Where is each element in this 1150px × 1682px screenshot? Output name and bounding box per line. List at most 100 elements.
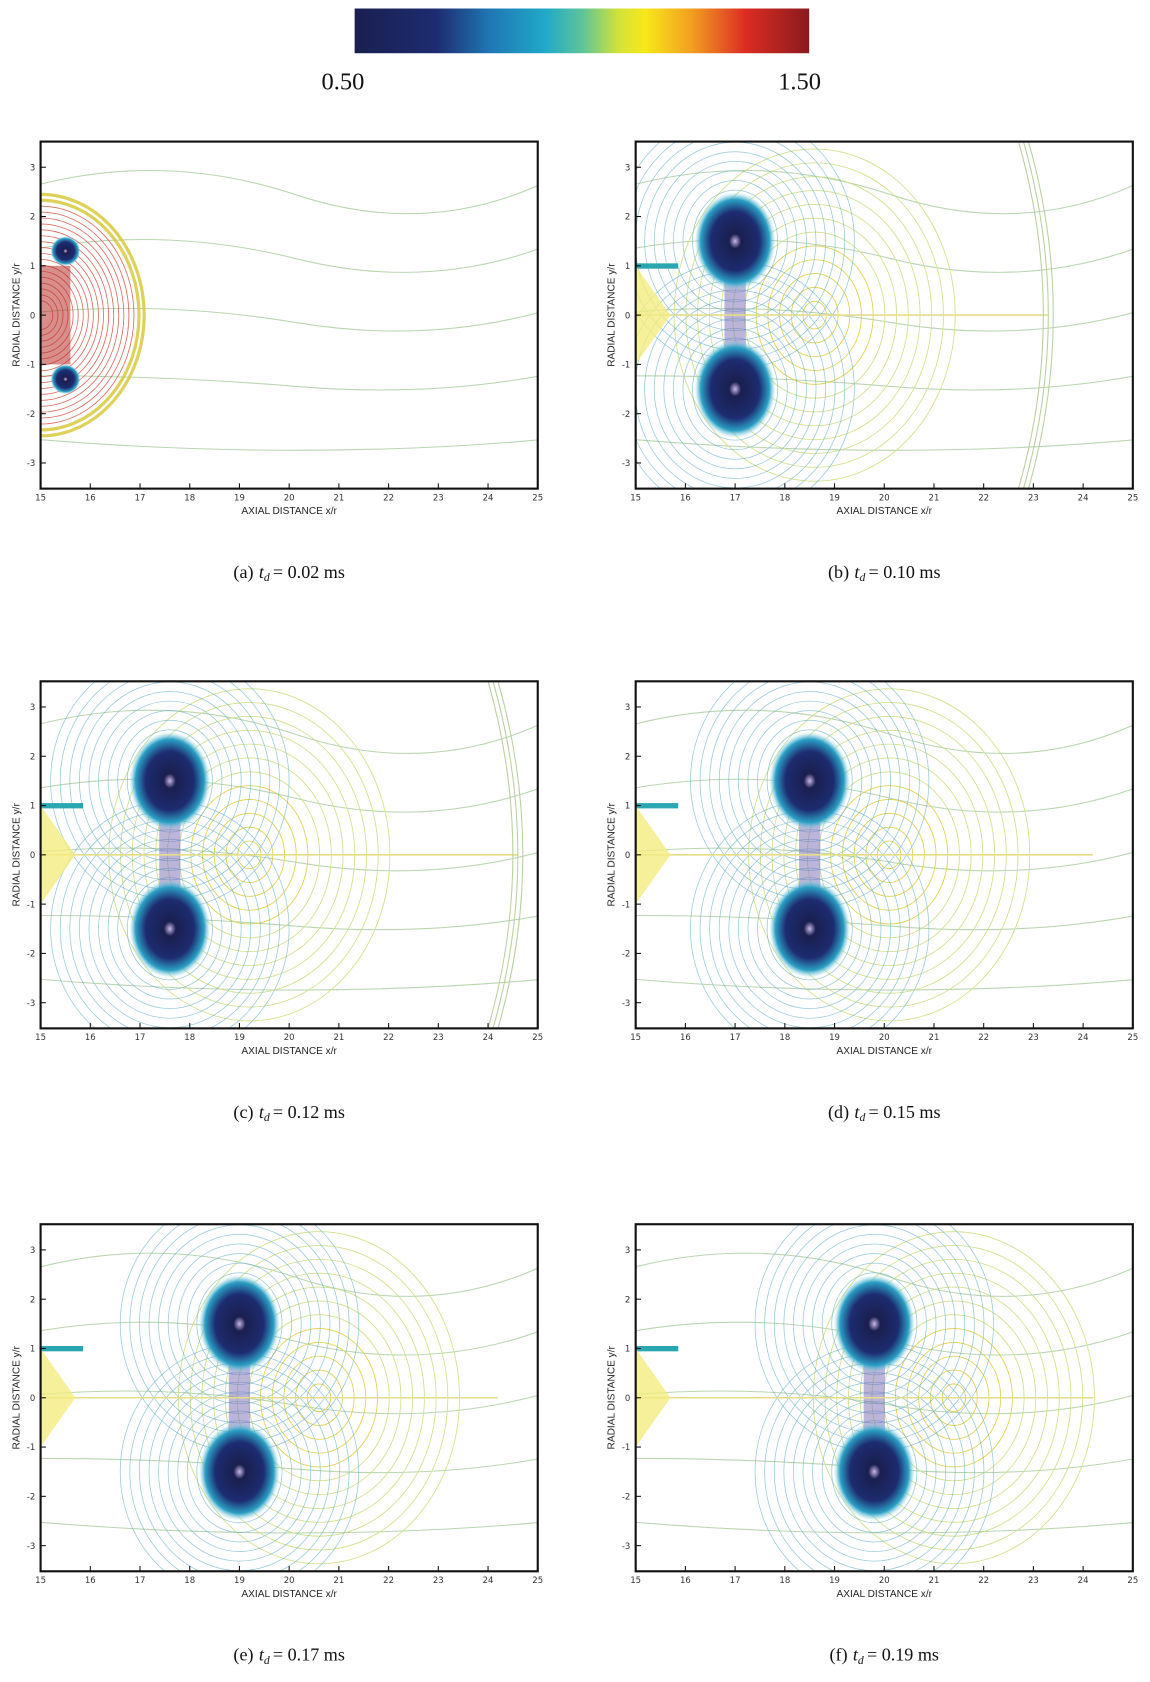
x-tick-label: 19 [234, 1576, 245, 1586]
x-tick-label: 17 [135, 493, 146, 503]
jet [635, 263, 679, 269]
x-tick-label: 19 [234, 1033, 245, 1043]
caption: (e) td = 0.17 ms [233, 1645, 344, 1667]
x-tick-label: 22 [978, 1033, 989, 1043]
contour [40, 439, 538, 451]
shock [497, 681, 524, 1029]
x-tick-label: 24 [483, 493, 494, 503]
caption-label: (f) [830, 1645, 848, 1666]
x-axis-label: AXIAL DISTANCE x/r [241, 1046, 337, 1057]
caption-sub: d [858, 1654, 864, 1667]
caption-sub: d [264, 571, 270, 584]
y-tick-label: -3 [622, 1542, 630, 1552]
contour [40, 223, 120, 407]
y-tick-label: -3 [27, 1542, 35, 1552]
y-axis-label: RADIAL DISTANCE y/r [606, 263, 617, 367]
x-tick-label: 23 [433, 1033, 444, 1043]
contour [635, 1390, 1133, 1415]
x-tick-label: 23 [1028, 493, 1039, 503]
y-tick-label: 2 [625, 1295, 630, 1305]
contour [635, 709, 1133, 754]
caption-sub: d [859, 571, 865, 584]
caption-value: = 0.02 ms [273, 562, 345, 582]
y-tick-label: -3 [27, 999, 35, 1009]
vortex [198, 1274, 280, 1373]
jet-cone [635, 1348, 671, 1448]
x-tick-label: 18 [779, 1576, 790, 1586]
y-tick-label: 2 [625, 752, 630, 762]
jet-cone [40, 805, 76, 905]
vortex [129, 879, 211, 978]
y-tick-label: 3 [30, 1246, 35, 1256]
plot-area [40, 141, 538, 489]
shock [487, 681, 514, 1029]
caption-sub: d [859, 1111, 865, 1124]
x-tick-label: 15 [35, 493, 46, 503]
caption-label: (d) [828, 1102, 849, 1123]
x-tick-label: 20 [879, 493, 890, 503]
contour [40, 169, 538, 215]
y-tick-label: 1 [30, 262, 35, 272]
plot-area [40, 681, 538, 1029]
caption-value: = 0.10 ms [869, 562, 941, 582]
x-axis-label: AXIAL DISTANCE x/r [241, 506, 337, 517]
x-tick-label: 23 [1028, 1033, 1039, 1043]
y-tick-label: -1 [622, 361, 630, 371]
x-tick-label: 20 [284, 1576, 295, 1586]
caption-label: (b) [828, 562, 849, 583]
contour [40, 978, 538, 991]
y-tick-label: -3 [622, 999, 630, 1009]
vortex [694, 340, 776, 439]
jet [40, 1346, 84, 1352]
y-axis-label: RADIAL DISTANCE y/r [11, 1345, 22, 1449]
contour [40, 375, 538, 391]
vortex [50, 236, 81, 266]
x-tick-label: 24 [483, 1576, 494, 1586]
x-tick-label: 24 [1078, 1576, 1089, 1586]
jet-cone [635, 265, 671, 365]
plot-bg [40, 141, 538, 489]
x-tick-label: 25 [532, 1576, 543, 1586]
y-tick-label: -1 [27, 900, 35, 910]
y-tick-label: -1 [27, 1443, 35, 1453]
x-tick-label: 21 [929, 493, 940, 503]
x-tick-label: 22 [383, 1033, 394, 1043]
caption-label: (c) [233, 1102, 253, 1123]
y-tick-label: -2 [622, 410, 630, 420]
shock [1017, 141, 1044, 489]
contour [40, 192, 146, 438]
y-tick-label: 1 [30, 1345, 35, 1355]
caption-symbol: t [854, 562, 860, 582]
y-tick-label: -2 [27, 410, 35, 420]
caption-value: = 0.19 ms [867, 1645, 939, 1665]
y-tick-label: 0 [30, 311, 35, 321]
contour [40, 778, 538, 813]
y-tick-label: 3 [30, 703, 35, 713]
x-tick-label: 17 [135, 1033, 146, 1043]
y-axis-label: RADIAL DISTANCE y/r [606, 803, 617, 907]
y-tick-label: 2 [625, 213, 630, 223]
y-tick-label: 0 [625, 851, 630, 861]
caption: (d) td = 0.15 ms [828, 1102, 940, 1124]
y-tick-label: 0 [30, 851, 35, 861]
caption-symbol: t [259, 1102, 265, 1122]
contour [635, 914, 1133, 931]
caption: (c) td = 0.12 ms [233, 1102, 344, 1124]
contour [635, 307, 1133, 332]
y-tick-label: 0 [625, 311, 630, 321]
colorbar-min: 0.50 [322, 68, 365, 95]
caption-symbol: t [853, 1645, 859, 1665]
caption-symbol: t [259, 1645, 265, 1665]
x-tick-label: 25 [1127, 1576, 1138, 1586]
x-axis-label: AXIAL DISTANCE x/r [837, 1046, 933, 1057]
y-tick-label: 3 [625, 163, 630, 173]
caption: (a) td = 0.02 ms [233, 562, 344, 584]
x-tick-label: 24 [1078, 1033, 1089, 1043]
caption-value: = 0.12 ms [273, 1102, 345, 1122]
plot-area [635, 681, 1133, 1029]
